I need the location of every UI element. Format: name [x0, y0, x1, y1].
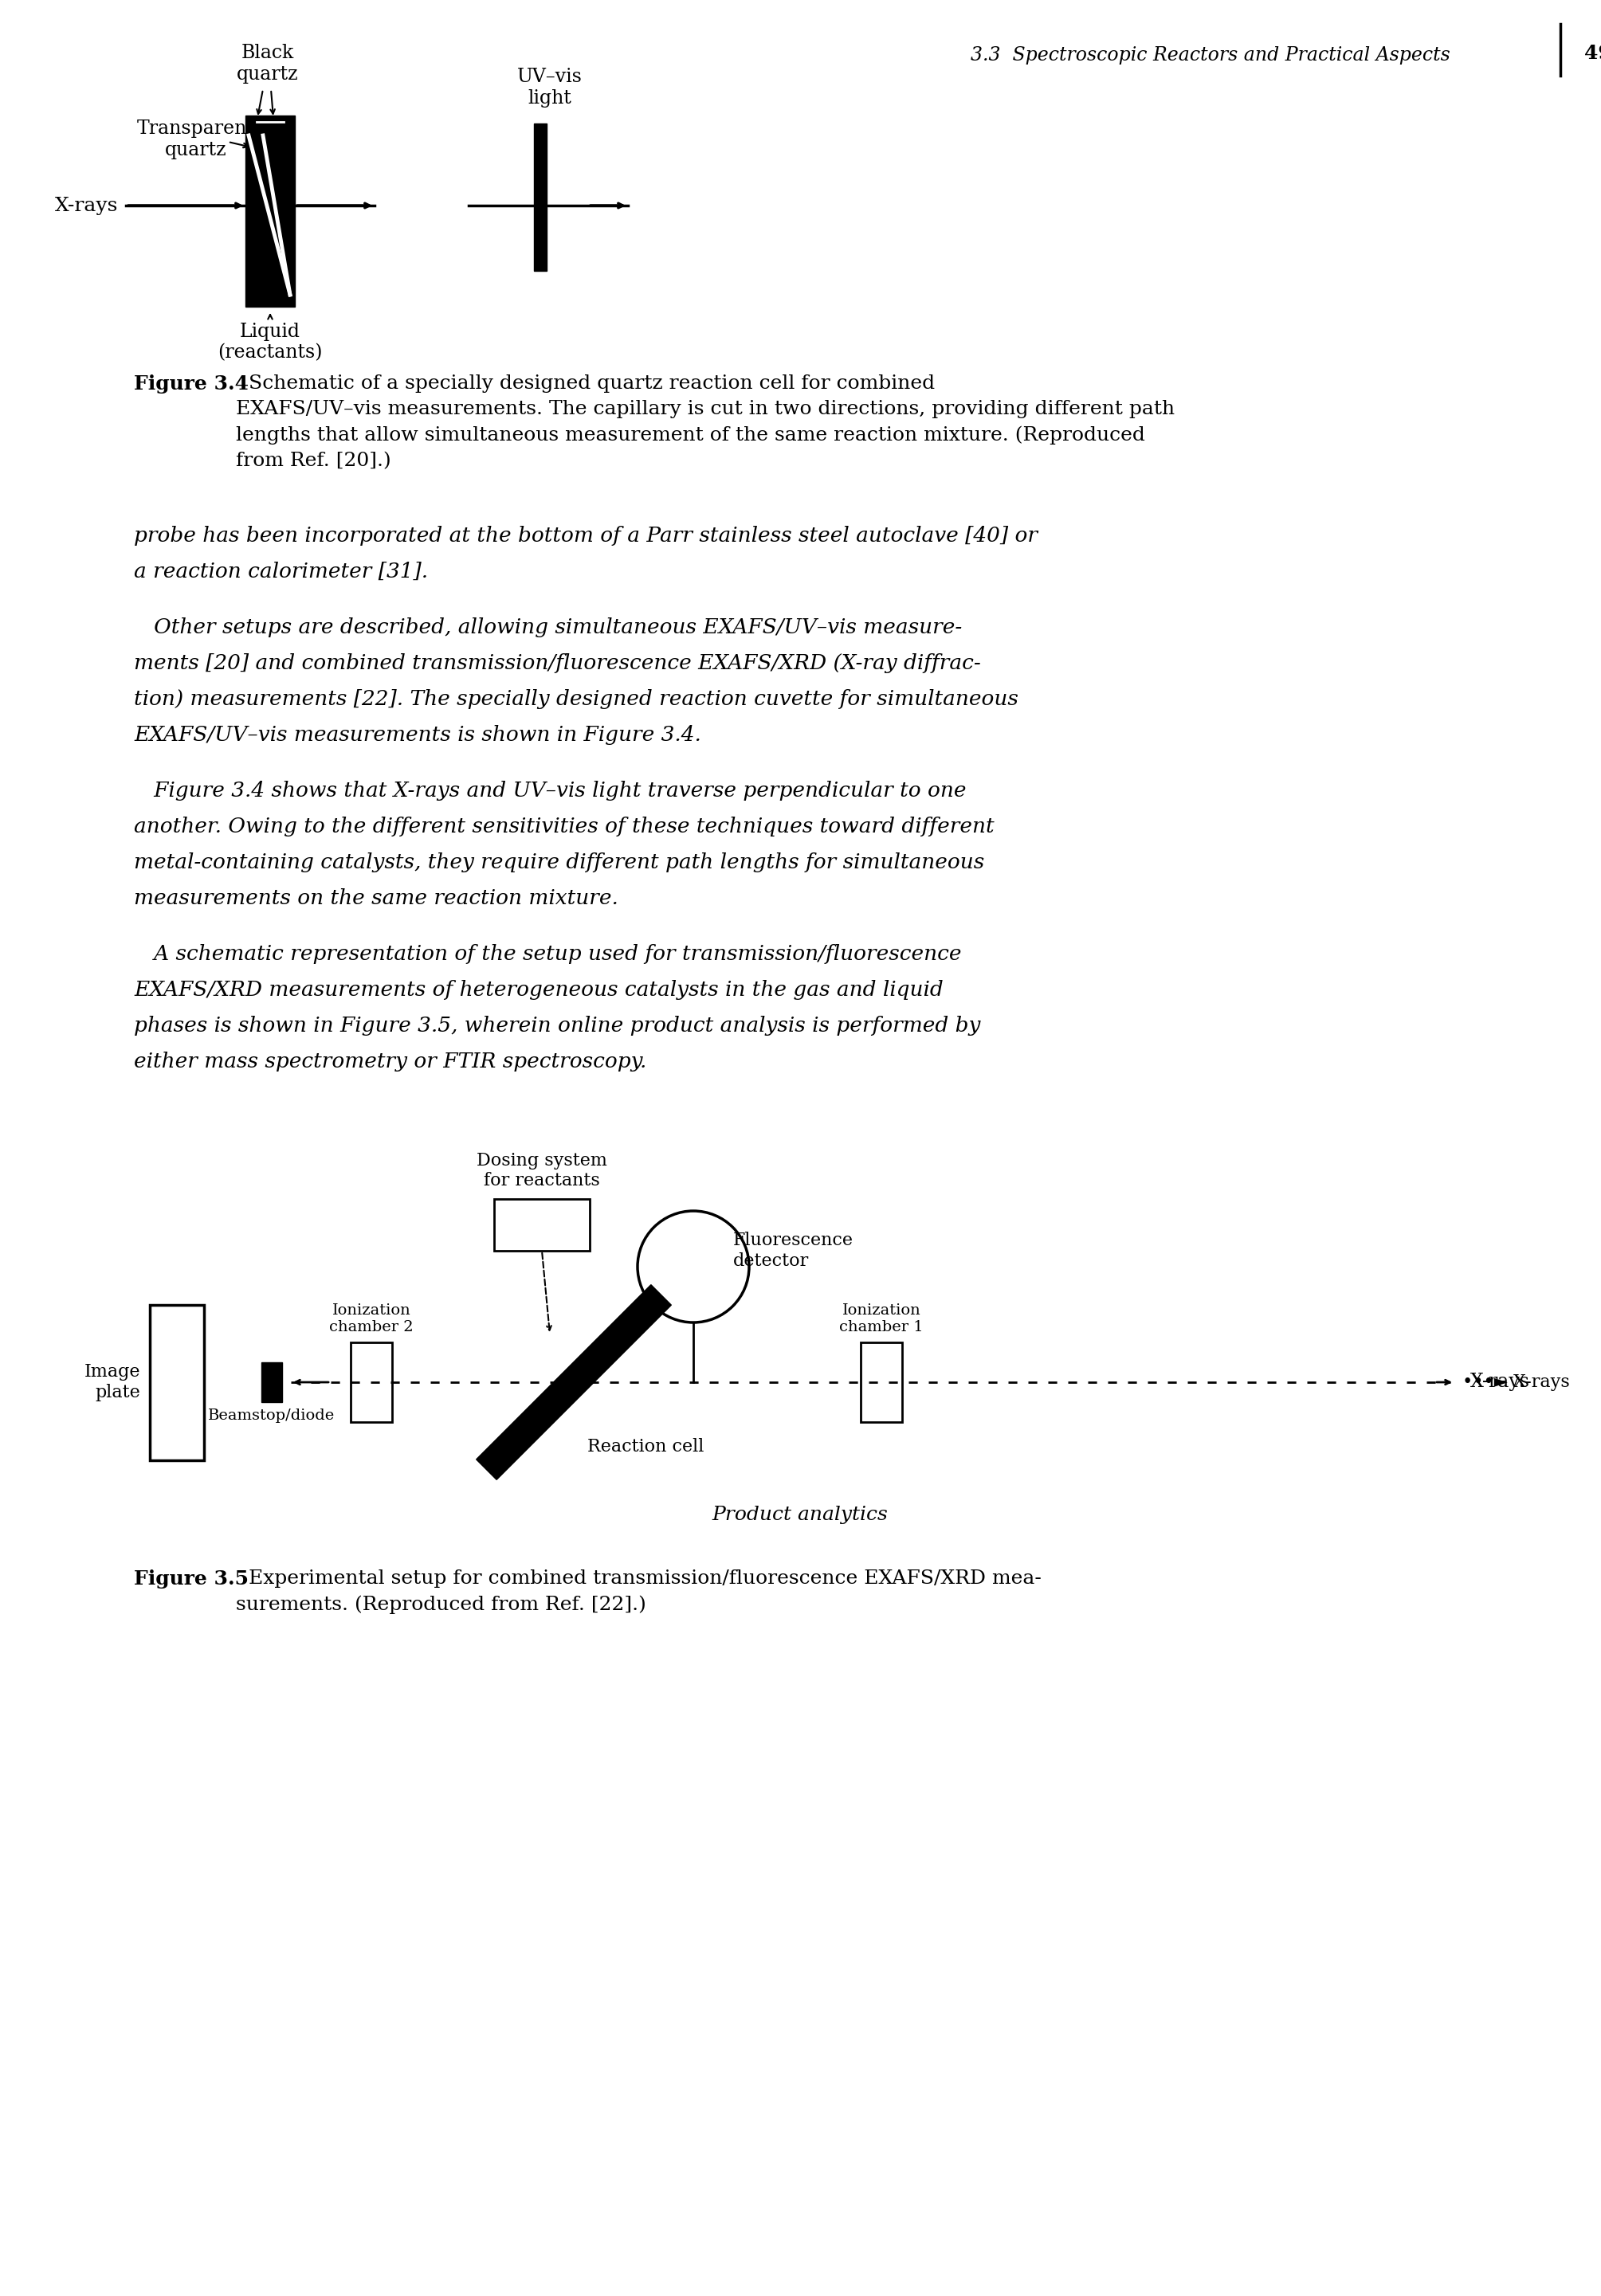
Text: measurements on the same reaction mixture.: measurements on the same reaction mixtur… [134, 889, 618, 909]
Text: Black
quartz: Black quartz [237, 44, 299, 83]
Text: either mass spectrometry or FTIR spectroscopy.: either mass spectrometry or FTIR spectro… [134, 1052, 647, 1072]
Text: Beamstop/diode: Beamstop/diode [208, 1407, 335, 1424]
Text: Figure 3.5: Figure 3.5 [134, 1570, 248, 1589]
Text: Dosing system
for reactants: Dosing system for reactants [477, 1153, 607, 1189]
Text: Ionization
chamber 1: Ionization chamber 1 [839, 1304, 924, 1334]
Text: ments [20] and combined transmission/fluorescence EXAFS/XRD (X-ray diffrac-: ments [20] and combined transmission/flu… [134, 654, 981, 673]
Bar [261, 1362, 282, 1403]
Bar [495, 1199, 589, 1251]
Text: phases is shown in Figure 3.5, wherein online product analysis is performed by: phases is shown in Figure 3.5, wherein o… [134, 1015, 980, 1035]
Text: Ionization
chamber 2: Ionization chamber 2 [330, 1304, 413, 1334]
Text: Product analytics: Product analytics [712, 1506, 889, 1525]
Bar [533, 124, 546, 271]
Text: Figure 3.4: Figure 3.4 [134, 374, 248, 393]
Text: Schematic of a specially designed quartz reaction cell for combined
EXAFS/UV–vis: Schematic of a specially designed quartz… [235, 374, 1175, 471]
Text: probe has been incorporated at the bottom of a Parr stainless steel autoclave [4: probe has been incorporated at the botto… [134, 526, 1037, 546]
Text: Fluorescence
detector: Fluorescence detector [733, 1233, 853, 1270]
Text: X-rays: X-rays [54, 197, 118, 216]
Text: a reaction calorimeter [31].: a reaction calorimeter [31]. [134, 563, 427, 581]
Text: EXAFS/UV–vis measurements is shown in Figure 3.4.: EXAFS/UV–vis measurements is shown in Fi… [134, 726, 701, 744]
Text: X-rays: X-rays [1470, 1373, 1531, 1391]
Text: another. Owing to the different sensitivities of these techniques toward differe: another. Owing to the different sensitiv… [134, 817, 994, 836]
Text: Figure 3.4 shows that X-rays and UV–vis light traverse perpendicular to one: Figure 3.4 shows that X-rays and UV–vis … [134, 781, 967, 801]
Text: Reaction cell: Reaction cell [588, 1437, 704, 1456]
Bar [861, 1343, 901, 1421]
Polygon shape [475, 1286, 671, 1479]
Bar [245, 115, 295, 308]
Text: Experimental setup for combined transmission/fluorescence EXAFS/XRD mea-
suremen: Experimental setup for combined transmis… [235, 1570, 1042, 1614]
Text: EXAFS/XRD measurements of heterogeneous catalysts in the gas and liquid: EXAFS/XRD measurements of heterogeneous … [134, 980, 943, 999]
Text: •••► X-rays: •••► X-rays [1462, 1373, 1569, 1391]
Text: A schematic representation of the setup used for transmission/fluorescence: A schematic representation of the setup … [134, 944, 962, 964]
Text: Image
plate: Image plate [85, 1364, 141, 1401]
Text: Transparent
quartz: Transparent quartz [138, 119, 255, 158]
Text: Liquid
(reactants): Liquid (reactants) [218, 324, 322, 363]
Text: Other setups are described, allowing simultaneous EXAFS/UV–vis measure-: Other setups are described, allowing sim… [134, 618, 962, 638]
Bar [351, 1343, 392, 1421]
Text: tion) measurements [22]. The specially designed reaction cuvette for simultaneou: tion) measurements [22]. The specially d… [134, 689, 1018, 709]
Text: 49: 49 [1585, 44, 1601, 62]
Text: metal-containing catalysts, they require different path lengths for simultaneous: metal-containing catalysts, they require… [134, 852, 985, 872]
Text: 3.3  Spectroscopic Reactors and Practical Aspects: 3.3 Spectroscopic Reactors and Practical… [970, 46, 1451, 64]
Text: UV–vis
light: UV–vis light [517, 69, 583, 108]
Bar [150, 1304, 203, 1460]
